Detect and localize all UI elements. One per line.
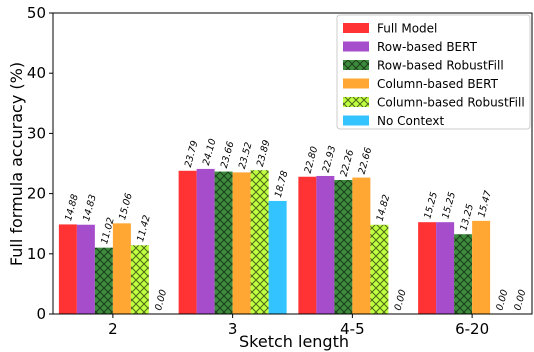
- y-tick-label: 0: [36, 305, 46, 323]
- y-tick-label: 30: [27, 124, 46, 142]
- plot-area: [58, 168, 491, 314]
- x-tick-label: 2: [108, 320, 118, 338]
- bar: [334, 179, 353, 314]
- legend-swatch: [343, 60, 369, 70]
- bar: [232, 172, 251, 314]
- bar: [58, 224, 77, 314]
- legend-entry: Column-based RobustFill: [377, 96, 525, 110]
- bar: [214, 171, 233, 314]
- bar: [112, 223, 131, 314]
- bar: [472, 220, 491, 314]
- bar: [178, 170, 197, 314]
- bar: [76, 224, 95, 314]
- bar: [94, 247, 113, 314]
- x-tick-label: 6-20: [455, 320, 489, 338]
- legend-entry: Full Model: [377, 22, 437, 36]
- data-label: 0.00: [494, 288, 510, 311]
- y-tick-label: 40: [27, 64, 46, 82]
- legend-entry: Row-based RobustFill: [377, 59, 504, 73]
- legend-entry: No Context: [377, 114, 444, 128]
- data-label: 14.88: [63, 193, 81, 222]
- data-label: 11.42: [135, 214, 153, 243]
- data-label: 23.52: [237, 141, 255, 170]
- data-label: 0.00: [512, 288, 528, 311]
- data-label: 0.00: [153, 288, 169, 311]
- data-label: 14.82: [375, 193, 393, 222]
- x-tick-label: 4-5: [340, 320, 365, 338]
- data-label: 23.79: [183, 139, 201, 168]
- bar: [298, 176, 317, 314]
- legend-swatch: [343, 115, 369, 126]
- legend-box: [336, 14, 531, 130]
- bar: [436, 222, 455, 314]
- data-label: 18.78: [273, 170, 291, 199]
- x-axis-title: Sketch length: [239, 332, 349, 351]
- data-label: 23.89: [255, 139, 273, 168]
- bar: [196, 168, 215, 314]
- legend-entry: Row-based BERT: [377, 40, 478, 54]
- legend-swatch: [343, 23, 369, 33]
- axes: Full formula accuracy (%) Sketch length …: [7, 4, 533, 351]
- bar: [454, 234, 473, 314]
- bar: [370, 224, 389, 314]
- legend-entry: Column-based BERT: [377, 77, 499, 91]
- y-tick-label: 10: [27, 245, 46, 263]
- data-label: 23.66: [219, 140, 237, 169]
- y-tick-label: 20: [27, 185, 46, 203]
- data-label: 24.10: [201, 138, 219, 167]
- x-tick-label: 3: [228, 320, 238, 338]
- data-label: 15.25: [440, 191, 458, 220]
- data-label: 22.93: [321, 145, 339, 174]
- data-label: 22.80: [303, 145, 321, 174]
- data-label: 15.06: [117, 192, 135, 221]
- legend: Full Model Row-based BERT Row-based Robust…: [336, 14, 531, 130]
- data-label: 0.00: [393, 288, 409, 311]
- bar: [268, 200, 287, 314]
- data-label: 22.66: [357, 146, 375, 175]
- bar: [418, 222, 437, 314]
- legend-swatch: [343, 78, 369, 89]
- data-label: 15.25: [422, 191, 440, 220]
- y-axis-title: Full formula accuracy (%): [7, 62, 26, 266]
- data-label: 14.83: [81, 193, 99, 222]
- bar: [250, 170, 269, 314]
- bar: [316, 175, 335, 314]
- plot-frame: [52, 12, 533, 315]
- bar: [352, 177, 371, 314]
- bar: [130, 245, 149, 314]
- y-tick-label: 50: [27, 4, 46, 22]
- legend-swatch: [343, 41, 369, 52]
- data-label: 22.26: [339, 149, 357, 178]
- legend-swatch: [343, 97, 369, 107]
- data-label: 15.47: [476, 190, 494, 219]
